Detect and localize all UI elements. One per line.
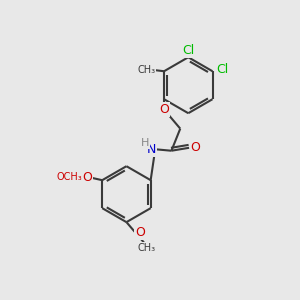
Text: OCH₃: OCH₃: [56, 172, 82, 182]
Text: O: O: [135, 226, 145, 239]
Text: CH₃: CH₃: [138, 243, 156, 253]
Text: O: O: [82, 171, 92, 184]
Text: O: O: [159, 103, 169, 116]
Text: CH₃: CH₃: [137, 65, 155, 75]
Text: Cl: Cl: [216, 63, 228, 76]
Text: Cl: Cl: [182, 44, 194, 57]
Text: O: O: [190, 141, 200, 154]
Text: N: N: [147, 143, 156, 156]
Text: H: H: [141, 138, 149, 148]
